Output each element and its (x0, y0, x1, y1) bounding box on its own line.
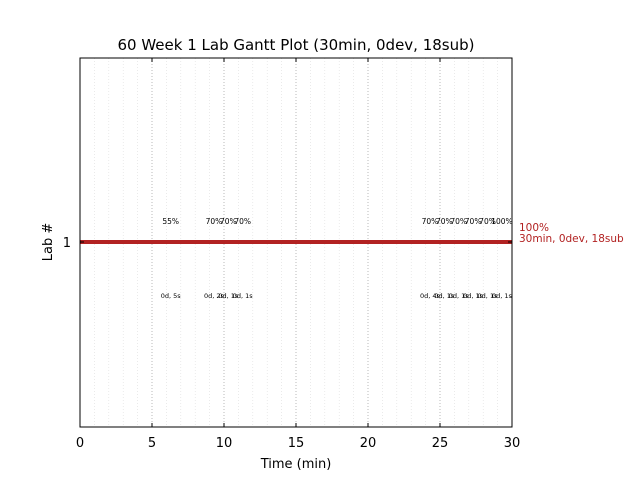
percent-annotation: 70% (234, 217, 251, 226)
percent-annotation: 100% (491, 217, 512, 226)
time-annotation: 0d, 5s (161, 292, 182, 300)
time-annotation: 0d, 1s (478, 292, 499, 300)
x-tick-label: 20 (360, 436, 377, 451)
time-annotation: 0d, 4s (420, 292, 441, 300)
percent-annotation: 70% (206, 217, 223, 226)
time-annotation: 0d, 1s (492, 292, 513, 300)
axis-ticks: 0 5 10 15 20 25 30 1 (63, 58, 521, 451)
percent-annotation: 70% (436, 217, 453, 226)
time-annotation: 0d, 1s (434, 292, 455, 300)
x-tick-label: 5 (148, 436, 156, 451)
x-tick-label: 30 (504, 436, 521, 451)
percent-annotation: 55% (162, 217, 179, 226)
chart-title: 60 Week 1 Lab Gantt Plot (30min, 0dev, 1… (117, 36, 474, 54)
time-annotation: 0d, 2s (204, 292, 225, 300)
x-tick-label: 0 (76, 436, 84, 451)
percent-annotation: 70% (465, 217, 482, 226)
time-annotation: 0d, 1s (233, 292, 254, 300)
percent-annotation: 70% (450, 217, 467, 226)
time-annotation: 0d, 1s (449, 292, 470, 300)
x-tick-label: 25 (432, 436, 449, 451)
percent-annotation: 70% (422, 217, 439, 226)
time-annotation: 0d, 1s (463, 292, 484, 300)
bar-end-percent-label: 100% (519, 222, 549, 234)
y-tick-label: 1 (63, 236, 71, 251)
x-tick-label: 15 (288, 436, 305, 451)
x-axis-label: Time (min) (260, 457, 332, 472)
bar-end-summary-label: 30min, 0dev, 18sub (519, 233, 624, 245)
percent-annotation: 70% (220, 217, 237, 226)
y-axis-label: Lab # (41, 223, 56, 262)
time-annotation: 0d, 1s (218, 292, 239, 300)
x-tick-label: 10 (216, 436, 233, 451)
percent-annotation: 70% (479, 217, 496, 226)
